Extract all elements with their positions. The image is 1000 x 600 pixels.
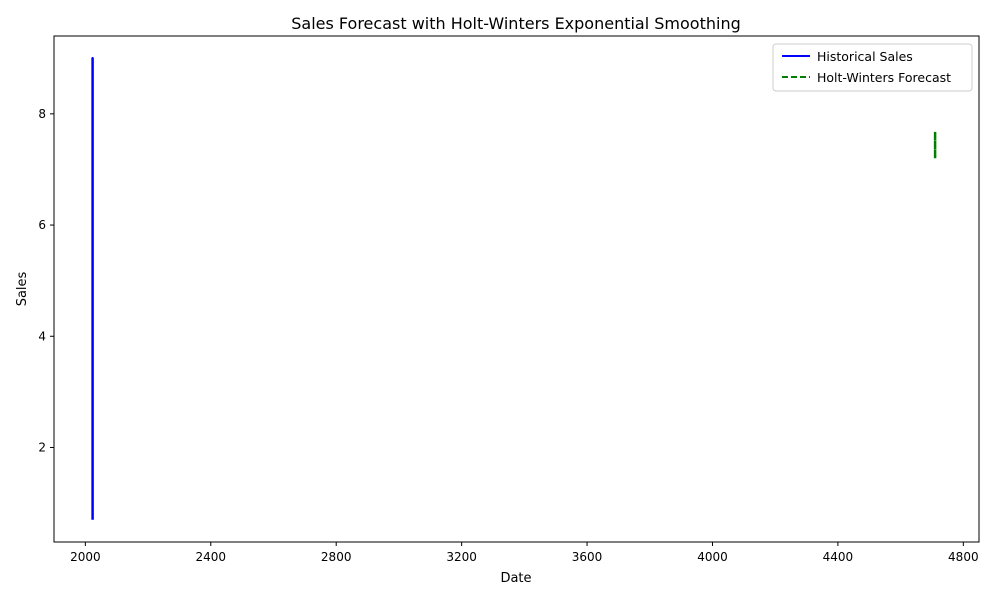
y-tick-label: 6 [38,218,46,232]
legend-box [772,43,973,92]
legend-forecast-label: Holt-Winters Forecast [817,70,951,85]
y-tick-label: 4 [38,329,46,343]
x-tick-label: 4000 [697,550,728,564]
x-tick-label: 4800 [948,550,979,564]
y-axis-ticks: 2 4 6 8 [38,107,54,454]
x-tick-label: 2400 [196,550,227,564]
series-layer [91,56,937,520]
x-tick-label: 4400 [823,550,854,564]
x-tick-label: 3200 [446,550,477,564]
legend-historical-sales-label: Historical Sales [817,49,913,64]
x-tick-label: 2800 [321,550,352,564]
x-tick-label: 2000 [70,550,101,564]
legend: Historical Sales Holt-Winters Forecast [772,43,973,92]
y-axis-label: Sales [15,271,30,306]
x-tick-label: 3600 [572,550,603,564]
y-tick-label: 8 [38,107,46,121]
chart-title: Sales Forecast with Holt-Winters Exponen… [291,14,741,33]
plot-area-frame [53,35,980,543]
y-tick-label: 2 [38,440,46,454]
x-axis-ticks: 2000 2400 2800 3200 3600 4000 4400 4800 [70,542,979,564]
x-axis-label: Date [500,571,531,586]
